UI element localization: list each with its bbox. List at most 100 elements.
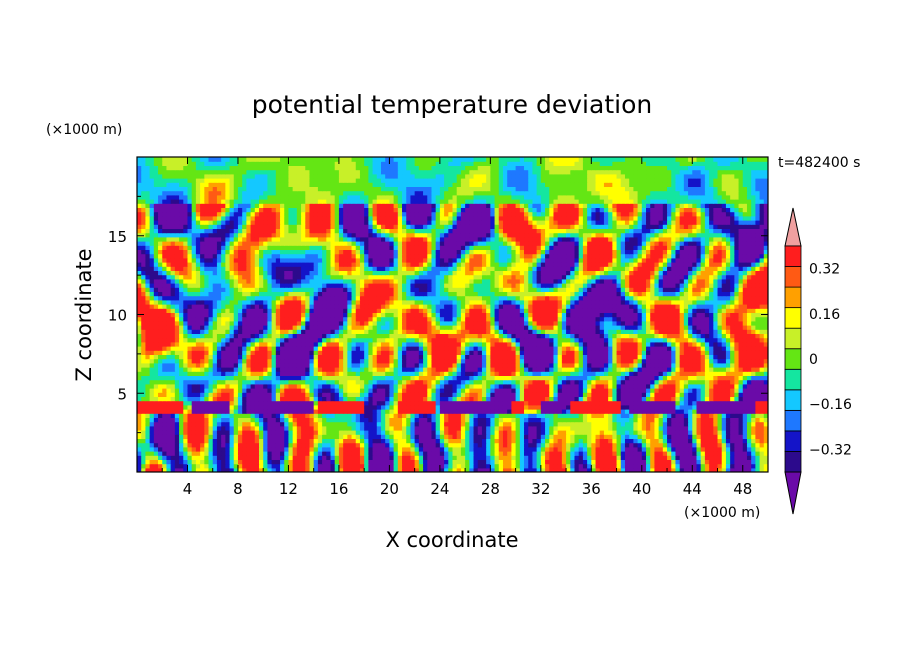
heatmap-cell <box>221 341 226 347</box>
heatmap-cell <box>452 375 458 381</box>
heatmap-cell <box>704 383 710 389</box>
heatmap-cell <box>566 467 571 472</box>
heatmap-cell <box>427 413 433 418</box>
heatmap-cell <box>667 451 672 456</box>
heatmap-cell <box>725 455 731 460</box>
heatmap-cell <box>658 362 664 368</box>
heatmap-cell <box>654 430 660 435</box>
heatmap-cell <box>267 451 273 456</box>
heatmap-cell <box>553 379 559 385</box>
heatmap-cell <box>284 350 290 355</box>
heatmap-cell <box>524 333 529 339</box>
heatmap-cell <box>679 371 685 376</box>
heatmap-cell <box>570 438 576 444</box>
heatmap-cell <box>317 417 323 423</box>
heatmap-cell <box>372 400 378 406</box>
heatmap-cell <box>406 341 412 347</box>
heatmap-cell <box>179 362 184 368</box>
heatmap-cell <box>734 459 740 465</box>
heatmap-cell <box>477 379 483 385</box>
heatmap-cell <box>519 455 525 460</box>
heatmap-cell <box>389 392 395 397</box>
heatmap-cell <box>233 367 239 372</box>
heatmap-cell <box>359 379 365 385</box>
heatmap-cell <box>473 358 479 364</box>
heatmap-cell <box>616 425 622 431</box>
heatmap-cell <box>402 367 407 372</box>
heatmap-cell <box>486 438 491 444</box>
heatmap-cell <box>738 337 744 343</box>
heatmap-cell <box>460 425 466 431</box>
heatmap-cell <box>734 438 740 444</box>
heatmap-cell <box>561 346 567 351</box>
heatmap-cell <box>671 337 677 343</box>
heatmap-cell <box>448 434 454 439</box>
heatmap-cell <box>498 417 504 423</box>
heatmap-cell <box>511 371 517 376</box>
heatmap-cell <box>763 379 768 385</box>
heatmap-cell <box>700 463 706 469</box>
heatmap-cell <box>713 421 719 427</box>
heatmap-cell <box>713 434 719 439</box>
heatmap-cell <box>406 459 412 465</box>
heatmap-cell <box>742 367 748 372</box>
heatmap-cell <box>574 442 580 448</box>
heatmap-cell <box>301 329 306 334</box>
heatmap-cell <box>578 438 584 444</box>
heatmap-cell <box>229 358 235 364</box>
heatmap-cell <box>620 455 626 460</box>
heatmap-cell <box>721 417 727 423</box>
heatmap-cell <box>595 371 601 376</box>
heatmap-cell <box>456 341 462 347</box>
heatmap-cell <box>292 341 298 347</box>
heatmap-cell <box>751 446 756 452</box>
heatmap-cell <box>704 371 710 376</box>
heatmap-cell <box>263 379 269 385</box>
heatmap-cell <box>477 434 483 439</box>
heatmap-cell <box>570 404 576 410</box>
heatmap-cell <box>746 421 752 427</box>
heatmap-cell <box>372 451 378 456</box>
heatmap-cell <box>191 434 197 439</box>
heatmap-cell <box>532 459 538 465</box>
heatmap-cell <box>738 434 744 439</box>
heatmap-cell <box>347 442 353 448</box>
heatmap-cell <box>742 341 748 347</box>
heatmap-cell <box>313 434 319 439</box>
heatmap-cell <box>246 392 252 397</box>
heatmap-cell <box>637 467 643 472</box>
heatmap-cell <box>545 455 550 460</box>
heatmap-cell <box>397 446 403 452</box>
heatmap-cell <box>448 459 454 465</box>
heatmap-cell <box>624 354 630 360</box>
heatmap-cell <box>763 362 768 368</box>
heatmap-cell <box>216 451 222 456</box>
heatmap-cell <box>204 400 210 406</box>
heatmap-cell <box>713 404 719 410</box>
heatmap-cell <box>275 413 281 418</box>
heatmap-cell <box>229 341 235 347</box>
heatmap-cell <box>355 451 361 456</box>
heatmap-cell <box>751 438 756 444</box>
heatmap-cell <box>717 446 723 452</box>
heatmap-cell <box>359 388 365 393</box>
heatmap-cell <box>183 421 189 427</box>
heatmap-cell <box>549 430 555 435</box>
heatmap-cell <box>153 392 159 397</box>
heatmap-cell <box>305 358 311 364</box>
heatmap-cell <box>322 346 327 351</box>
heatmap-cell <box>258 350 264 355</box>
heatmap-cell <box>334 362 340 368</box>
heatmap-cell <box>595 404 601 410</box>
heatmap-cell <box>389 388 395 393</box>
heatmap-cell <box>229 383 235 389</box>
heatmap-cell <box>486 442 491 448</box>
heatmap-cell <box>633 358 639 364</box>
heatmap-cell <box>158 375 163 381</box>
heatmap-cell <box>460 413 466 418</box>
heatmap-cell <box>481 346 487 351</box>
heatmap-cell <box>275 467 281 472</box>
heatmap-cell <box>700 383 706 389</box>
heatmap-cell <box>271 383 277 389</box>
heatmap-cell <box>254 400 260 406</box>
